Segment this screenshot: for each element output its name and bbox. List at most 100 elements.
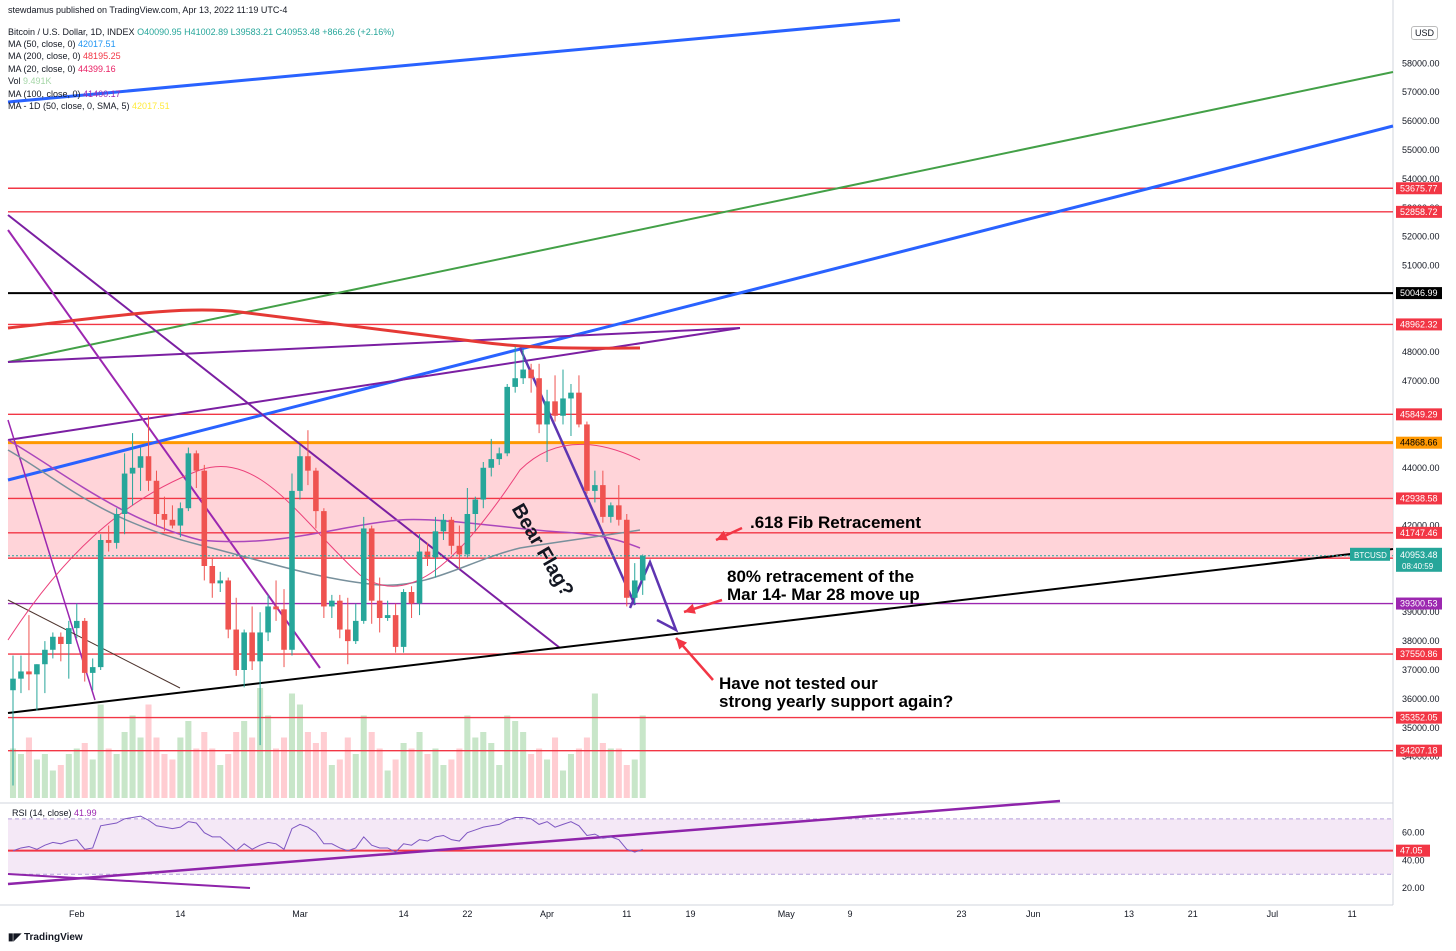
volume-bar (233, 732, 240, 798)
candle-body (560, 398, 566, 416)
rsi-label[interactable]: RSI (14, close) (12, 808, 72, 818)
candle-body (18, 671, 24, 679)
candle-body (193, 453, 200, 471)
volume-bar (265, 715, 272, 798)
tradingview-logo[interactable]: ▮◤ TradingView (8, 932, 83, 943)
volume-bar (49, 770, 56, 798)
volume-bar (432, 748, 439, 798)
volume-bar (599, 743, 606, 798)
rsi-tick-label: 60.00 (1402, 828, 1425, 838)
candle-body (249, 632, 255, 662)
level-label-bg (1396, 711, 1442, 724)
rsi-level-label-bg (1396, 844, 1430, 857)
volume-bar (400, 743, 407, 798)
support-annotation-line2: strong yearly support again? (719, 692, 954, 711)
legend-symbol-row: Bitcoin / U.S. Dollar, 1D, INDEX O40090.… (8, 27, 394, 38)
volume-bar (591, 693, 598, 798)
volume-bar (81, 743, 88, 798)
candle-body (241, 632, 247, 670)
indicator-row[interactable]: Vol 9.491K (8, 76, 52, 87)
volume-bar (217, 765, 224, 798)
candle-body (73, 620, 80, 629)
time-tick-label: Apr (540, 909, 554, 919)
candle-body (376, 600, 383, 618)
publisher-line: stewdamus published on TradingView.com, … (8, 5, 288, 15)
volume-bar (448, 759, 455, 798)
volume-bar (607, 748, 614, 798)
indicator-row[interactable]: MA (20, close, 0) 44399.16 (8, 64, 116, 75)
indicator-row[interactable]: MA - 1D (50, close, 0, SMA, 5) 42017.51 (8, 101, 170, 112)
time-tick-label: Feb (69, 909, 85, 919)
support-arrow-head (676, 638, 688, 650)
volume-bar (57, 765, 64, 798)
volume-bar (384, 770, 391, 798)
trendline (7, 599, 181, 689)
indicator-row[interactable]: MA (200, close, 0) 48195.25 (8, 51, 121, 62)
level-label: 42938.58 (1400, 493, 1438, 503)
level-label: 44868.66 (1400, 438, 1438, 448)
candle-body (344, 629, 351, 642)
candle-body (432, 531, 439, 558)
time-tick-label: 14 (175, 909, 185, 919)
currency-label[interactable]: USD (1411, 26, 1439, 40)
level-label: 52858.72 (1400, 207, 1438, 217)
legend-symbol[interactable]: Bitcoin / U.S. Dollar, 1D, INDEX (8, 27, 135, 37)
candle-body (592, 485, 598, 491)
indicator-value: 42017.51 (132, 101, 170, 111)
candle-body (352, 620, 359, 642)
time-tick-label: 13 (1124, 909, 1134, 919)
volume-bar (73, 748, 80, 798)
level-label: 34207.18 (1400, 746, 1438, 756)
time-tick-label: Mar (292, 909, 308, 919)
indicator-value: 41400.17 (83, 88, 121, 99)
candle-body (42, 649, 48, 665)
candle-body (456, 545, 463, 555)
candle-body (145, 456, 152, 481)
fib-arrow-head (716, 530, 728, 541)
rsi-band (8, 818, 1393, 875)
volume-bar (424, 754, 431, 798)
retrace-annotation-line1: 80% retracement of the (727, 567, 915, 586)
candle-body (209, 566, 216, 584)
candle-body (58, 636, 64, 644)
candle-body (129, 467, 136, 474)
level-label-bg (1396, 318, 1442, 331)
price-tick-label: 36000.00 (1402, 694, 1440, 704)
indicator-row[interactable]: MA (50, close, 0) 42017.51 (8, 39, 116, 50)
price-tick-label: 42000.00 (1402, 521, 1440, 531)
price-tick-label: 44000.00 (1402, 463, 1440, 473)
candle-body (273, 606, 279, 610)
candle-body (552, 401, 558, 416)
candle-body (337, 600, 343, 630)
candle-body (504, 386, 510, 454)
candle-body (66, 628, 72, 644)
time-tick-label: 14 (399, 909, 409, 919)
support-line (7, 548, 1394, 714)
candle-body (448, 519, 455, 546)
candle-body (568, 392, 574, 399)
volume-bar (129, 715, 136, 798)
candle-body (472, 499, 479, 514)
candle-body (169, 519, 176, 526)
candle-body (368, 528, 375, 601)
indicator-row[interactable]: MA (100, close, 0) 41400.17 (8, 89, 121, 100)
indicator-label: MA (50, close, 0) (8, 39, 79, 49)
candle-body (121, 473, 128, 514)
legend-ohlc: O40090.95 H41002.89 L39583.21 C40953.48 … (137, 27, 395, 37)
time-tick-label: 21 (1188, 909, 1198, 919)
volume-bar (360, 715, 367, 798)
candle-body (480, 467, 487, 500)
volume-bar (416, 732, 423, 798)
candle-body (488, 459, 495, 468)
volume-bar (304, 732, 311, 798)
candle-body (89, 667, 96, 673)
volume-bar (615, 748, 622, 798)
candle-body (137, 456, 144, 468)
candle-body (416, 551, 423, 604)
time-tick-label: 23 (957, 909, 967, 919)
volume-bar (552, 737, 559, 798)
time-tick-label: 19 (686, 909, 696, 919)
volume-bar (336, 759, 343, 798)
volume-bar (512, 721, 519, 798)
candle-body (584, 424, 590, 491)
